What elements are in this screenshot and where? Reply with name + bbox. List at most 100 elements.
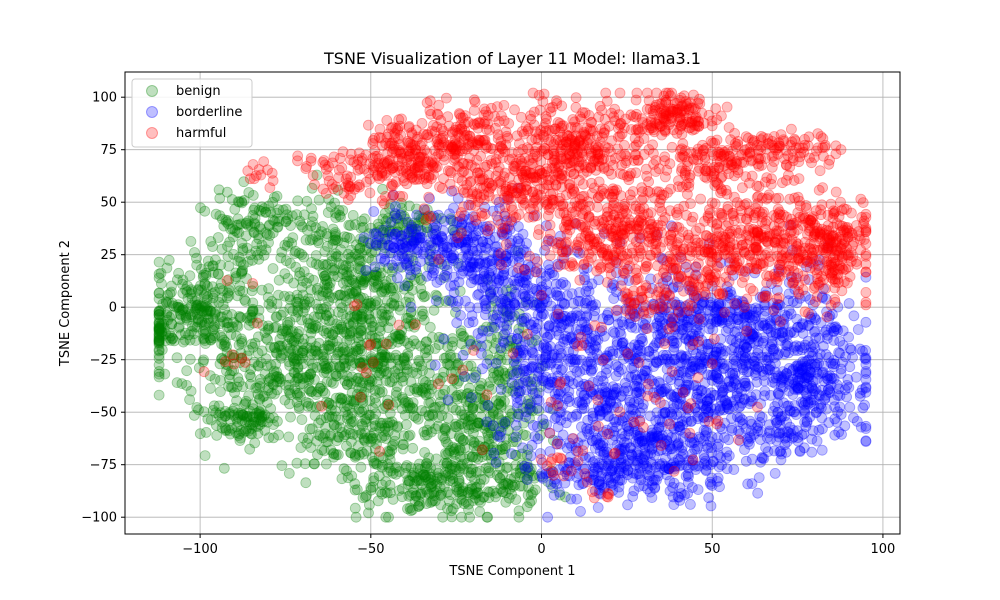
benign-point (316, 444, 328, 456)
benign-point (396, 403, 408, 415)
benign-point (361, 413, 373, 424)
benign-point (256, 410, 268, 422)
benign-point (464, 335, 475, 347)
borderline-point (527, 419, 539, 431)
benign-point (280, 379, 292, 391)
benign-point (262, 320, 274, 332)
borderline-point (661, 353, 673, 365)
benign-point (222, 359, 234, 371)
borderline-point (673, 491, 685, 503)
borderline-point (555, 278, 567, 290)
benign-point (442, 395, 454, 407)
benign-point (245, 427, 257, 439)
benign-point (228, 248, 239, 260)
benign-point (185, 385, 197, 397)
benign-point (293, 400, 305, 412)
benign-point (198, 406, 210, 418)
benign-point (302, 371, 314, 383)
borderline-point (596, 382, 608, 394)
benign-point (244, 443, 256, 455)
benign-point (363, 313, 375, 325)
benign-point (330, 353, 342, 365)
benign-point (300, 234, 312, 246)
borderline-point (532, 433, 544, 445)
benign-point (223, 284, 235, 296)
benign-point (338, 353, 350, 365)
borderline-point (482, 399, 494, 411)
benign-point (291, 396, 303, 408)
benign-point (299, 458, 311, 470)
benign-point (320, 327, 332, 339)
benign-point (407, 397, 419, 409)
borderline-point (664, 485, 676, 497)
benign-point (495, 483, 507, 495)
benign-point (443, 359, 455, 371)
benign-point (248, 317, 260, 329)
benign-point (214, 330, 226, 341)
benign-point (241, 412, 253, 424)
benign-point (241, 410, 253, 422)
benign-point (267, 196, 279, 208)
borderline-point (528, 316, 540, 328)
benign-point (314, 430, 326, 442)
benign-point (402, 280, 414, 292)
benign-point (398, 283, 410, 295)
benign-point (305, 342, 317, 354)
borderline-point (848, 412, 859, 424)
benign-point (317, 362, 329, 374)
benign-point (246, 338, 258, 350)
benign-point (224, 236, 236, 248)
borderline-point (768, 343, 780, 355)
benign-point (488, 367, 500, 379)
benign-point (350, 285, 362, 296)
benign-point (224, 369, 236, 381)
borderline-point (612, 361, 624, 373)
benign-point (365, 430, 377, 442)
benign-point (271, 376, 283, 388)
benign-point (384, 479, 396, 491)
benign-point (290, 311, 302, 323)
benign-point (371, 270, 383, 282)
benign-point (289, 248, 301, 260)
benign-point (223, 260, 235, 272)
benign-point (247, 305, 259, 317)
benign-point (391, 291, 402, 303)
borderline-point (728, 464, 740, 475)
benign-point (424, 255, 436, 267)
benign-point (306, 323, 318, 335)
borderline-point (828, 354, 840, 366)
benign-point (415, 283, 427, 295)
benign-point (404, 340, 416, 352)
benign-point (367, 402, 379, 414)
benign-point (285, 389, 297, 401)
benign-point (302, 317, 314, 329)
benign-point (369, 392, 381, 404)
benign-point (339, 406, 351, 418)
borderline-point (396, 250, 408, 262)
borderline-point (601, 363, 612, 375)
benign-point (176, 378, 188, 390)
benign-point (196, 314, 208, 326)
benign-point (265, 341, 277, 353)
benign-point (288, 336, 300, 348)
borderline-point (788, 341, 800, 353)
borderline-point (611, 336, 623, 347)
benign-point (271, 415, 283, 427)
borderline-point (746, 352, 758, 364)
benign-point (344, 352, 356, 364)
benign-point (279, 268, 291, 280)
benign-point (320, 421, 332, 433)
benign-point (398, 430, 410, 442)
benign-point (357, 377, 369, 389)
benign-point (284, 398, 295, 410)
benign-point (199, 450, 211, 462)
benign-point (300, 371, 312, 383)
benign-point (346, 371, 358, 383)
benign-point (230, 427, 242, 439)
benign-point (283, 467, 295, 479)
benign-point (287, 325, 299, 337)
benign-point (466, 413, 478, 425)
benign-point (292, 306, 304, 318)
benign-point (401, 312, 412, 324)
benign-point (290, 296, 302, 308)
